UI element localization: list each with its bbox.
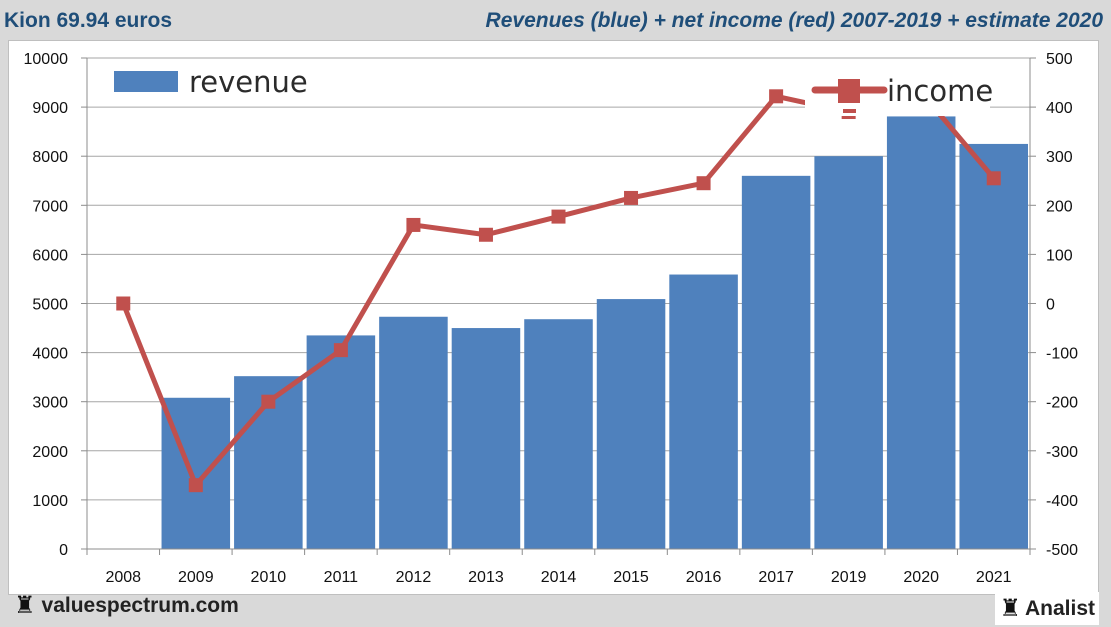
x-tick-label: 2013 — [468, 569, 504, 586]
brand-analist: Analist — [1024, 596, 1095, 620]
right-tick-label: 0 — [1046, 297, 1055, 314]
brand-valuespectrum: valuespectrum.com — [41, 594, 239, 617]
revenue-bar-2016 — [669, 274, 738, 549]
revenue-bars — [161, 116, 1028, 550]
right-tick-label: 400 — [1046, 100, 1073, 117]
x-tick-label: 2017 — [758, 569, 794, 586]
legend-revenue-label: revenue — [189, 65, 308, 99]
chart-title-description: Revenues (blue) + net income (red) 2007-… — [485, 9, 1103, 32]
income-marker-2013 — [478, 227, 493, 242]
chart-title-stock: Kion 69.94 euros — [4, 9, 173, 32]
left-tick-label: 1000 — [32, 493, 68, 510]
revenue-bar-2014 — [524, 319, 593, 549]
left-tick-label: 7000 — [32, 198, 68, 215]
legend-revenue-swatch — [114, 71, 178, 92]
x-tick-label: 2012 — [396, 569, 432, 586]
right-tick-label: -200 — [1046, 395, 1078, 412]
right-axis-ticks: -500 -400 -300 -200 -100 0 100 200 300 400 500 — [1030, 51, 1078, 559]
right-tick-label: 100 — [1046, 247, 1073, 264]
right-tick-label: -300 — [1046, 444, 1078, 461]
right-tick-label: 300 — [1046, 149, 1073, 166]
left-tick-label: 6000 — [32, 247, 68, 264]
revenue-bar-2021 — [959, 143, 1028, 550]
income-marker-2014 — [551, 209, 566, 224]
income-marker-2016 — [696, 176, 711, 191]
rook-icon: ♜ — [999, 594, 1021, 622]
legend: revenue income — [114, 65, 993, 116]
legend-income-label: income — [887, 74, 993, 108]
left-tick-label: 4000 — [32, 346, 68, 363]
income-marker-2009 — [188, 478, 203, 493]
revenue-bar-2017 — [741, 175, 811, 549]
legend-income-marker-fragment — [843, 109, 856, 113]
left-tick-label: 10000 — [24, 51, 69, 68]
left-tick-label: 0 — [59, 542, 68, 559]
right-tick-label: 200 — [1046, 198, 1073, 215]
left-tick-label: 2000 — [32, 444, 68, 461]
right-tick-label: -500 — [1046, 542, 1078, 559]
left-tick-label: 8000 — [32, 149, 68, 166]
footer-brand-right: ♜ Analist — [995, 592, 1099, 625]
revenue-bar-2012 — [379, 316, 448, 549]
x-tick-label: 2009 — [178, 569, 214, 586]
legend-income-marker-icon — [838, 79, 860, 103]
income-marker-2012 — [406, 217, 421, 232]
income-marker-2008 — [116, 296, 131, 311]
income-marker-2011 — [333, 343, 348, 358]
footer-brand-left: ♜ valuespectrum.com — [14, 594, 239, 618]
rook-icon: ♜ — [14, 592, 36, 619]
income-marker-2015 — [624, 190, 639, 205]
income-marker-2021 — [986, 171, 1001, 186]
x-tick-label: 2016 — [686, 569, 722, 586]
x-tick-label: 2014 — [541, 569, 577, 586]
x-axis-ticks: 2008 2009 2010 2011 2012 2013 2014 2015 2016 2017… — [105, 569, 1011, 586]
revenue-bar-2020 — [886, 116, 956, 549]
income-marker-2010 — [261, 394, 276, 409]
left-axis-ticks: 0 1000 2000 3000 4000 5000 6000 7000 8000 9000 100… — [24, 51, 87, 559]
x-tick-label: 2019 — [831, 569, 867, 586]
x-tick-label: 2015 — [613, 569, 649, 586]
revenue-bar-2013 — [451, 328, 521, 549]
left-tick-label: 3000 — [32, 395, 68, 412]
revenue-bar-2019 — [814, 156, 883, 549]
x-tick-label: 2010 — [251, 569, 287, 586]
x-tick-label: 2020 — [903, 569, 939, 586]
right-tick-label: 500 — [1046, 51, 1073, 68]
x-tick-label: 2021 — [976, 569, 1012, 586]
income-marker-2017 — [769, 89, 784, 104]
revenue-bar-2015 — [596, 299, 666, 549]
x-tick-label: 2008 — [105, 569, 141, 586]
right-tick-label: -400 — [1046, 493, 1078, 510]
right-tick-label: -100 — [1046, 346, 1078, 363]
left-tick-label: 5000 — [32, 297, 68, 314]
x-tick-label: 2011 — [324, 569, 359, 586]
revenue-bar-2011 — [306, 335, 376, 549]
left-tick-label: 9000 — [32, 100, 68, 117]
